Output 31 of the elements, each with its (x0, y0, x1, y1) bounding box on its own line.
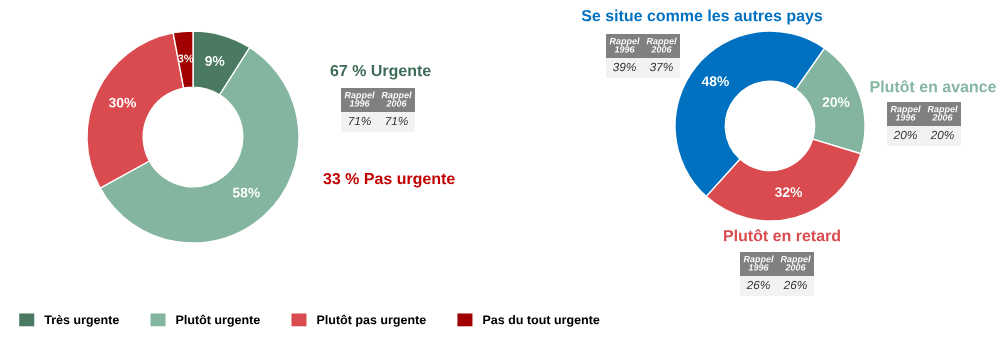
text: 71% (348, 116, 371, 126)
legend-label: Pas du tout urgente (483, 315, 600, 327)
data-label: 20% (822, 97, 850, 107)
data-label: 30% (108, 97, 137, 108)
text: 20% (930, 130, 954, 140)
text: Rappel 1996 (344, 91, 375, 107)
data-label: 58% (232, 187, 260, 198)
text: 71% (385, 116, 408, 126)
text: 20% (893, 130, 917, 140)
text: Rappel 2006 (927, 105, 958, 121)
text: Rappel 1996 (743, 255, 774, 271)
slice-label: Plutôt en avance (870, 80, 996, 93)
text: 39% (612, 62, 636, 72)
text: 26% (783, 280, 807, 290)
text: 33 % Pas urgente (323, 172, 455, 188)
legend-label: Très urgente (44, 314, 119, 327)
data-label: 32% (774, 187, 803, 198)
text: Rappel 1996 (890, 105, 921, 121)
text: 26% (746, 280, 770, 290)
text: Rappel 2006 (780, 255, 811, 271)
data-label: 9% (205, 56, 225, 66)
slice-label: Plutôt en retard (724, 229, 840, 242)
legend-label: Plutôt urgente (176, 314, 260, 327)
slice-label: Se situe comme les autres pays (581, 9, 823, 25)
legend-label: Plutôt pas urgente (317, 314, 426, 327)
text: 37% (649, 62, 673, 72)
text: Rappel 2006 (646, 37, 677, 53)
data-label: 48% (701, 76, 729, 87)
text: Rappel 2006 (381, 91, 412, 107)
text: Rappel 1996 (609, 37, 640, 53)
text: 67 % Urgente (330, 64, 431, 80)
